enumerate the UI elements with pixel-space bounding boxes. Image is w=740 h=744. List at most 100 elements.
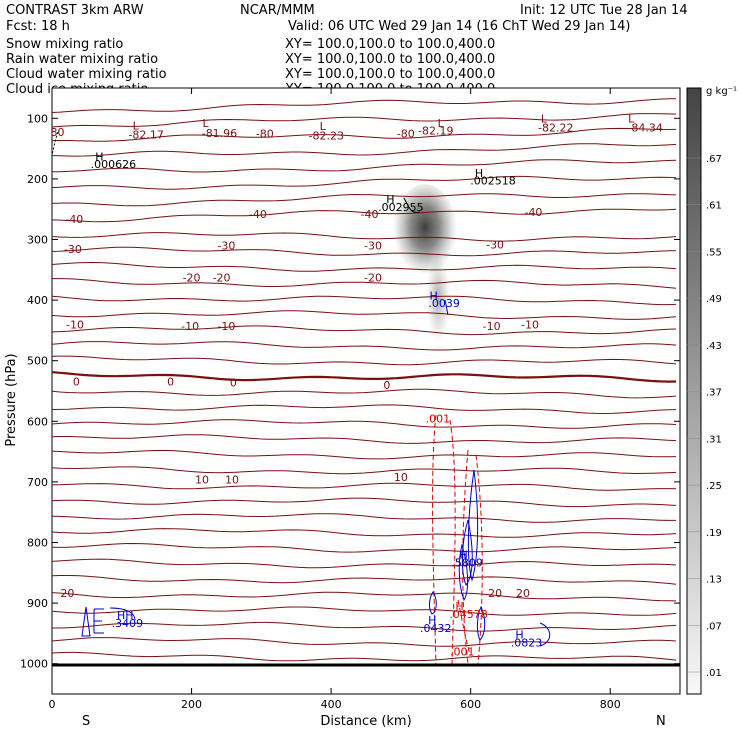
y-tick-label: 400 xyxy=(27,294,48,307)
isotherm-line xyxy=(52,371,677,383)
isotherm-line xyxy=(52,310,677,320)
isotherm-line xyxy=(52,341,677,351)
legend-name-cloud: Cloud water mixing ratio xyxy=(6,67,167,82)
isotherm-label: -40 xyxy=(524,206,542,219)
extremum-label: H xyxy=(430,289,438,302)
isotherm-line xyxy=(52,606,677,616)
isotherm-label: -10 xyxy=(521,318,539,331)
isotherm-line xyxy=(52,246,677,257)
isotherm-line xyxy=(52,355,677,366)
isotherm-line xyxy=(52,466,677,475)
y-tick-label: 600 xyxy=(27,415,48,428)
isotherm-line xyxy=(52,159,677,173)
extremum-label: H xyxy=(455,600,463,613)
isotherm-line xyxy=(52,113,677,128)
isotherm-line xyxy=(52,419,677,429)
isotherm-line xyxy=(52,295,677,306)
extremum-label: .001 xyxy=(450,646,475,659)
isotherm-line xyxy=(52,575,677,585)
x-end-label-south: S xyxy=(82,714,90,729)
isotherm-label: -40 xyxy=(249,208,267,221)
colorbar-level-label: .49 xyxy=(706,294,722,305)
colorbar: g kg⁻¹ .01 .07 .13 .19 .25 .31 .37 .43 .49 .55 .61… xyxy=(686,86,737,695)
extremum-label: .5809 xyxy=(451,556,483,569)
isotherm-label: 20 xyxy=(488,587,502,600)
isotherm-label: -82.23 xyxy=(308,129,343,142)
isotherm-line xyxy=(52,278,677,289)
isotherm-line xyxy=(52,513,676,523)
legend-name-rain: Rain water mixing ratio xyxy=(6,52,158,67)
isotherm-label: -82.17 xyxy=(128,129,163,142)
extremum-label: H xyxy=(515,629,523,642)
extremum-label: HH xyxy=(117,609,134,622)
isotherm-label: L xyxy=(438,117,445,130)
isotherm-line xyxy=(52,208,677,223)
isotherm-label: -10 xyxy=(66,318,84,331)
isotherm-line xyxy=(52,388,677,399)
extremum-label: .3409 xyxy=(112,617,144,630)
isotherm-label: -30 xyxy=(364,240,382,253)
isotherm-line xyxy=(52,591,677,602)
isotherm-line xyxy=(52,637,677,647)
isotherm-label: 20 xyxy=(60,587,74,600)
isotherm-label: 0 xyxy=(383,379,390,392)
isotherm-label: L xyxy=(202,117,209,130)
isotherm-line xyxy=(52,542,677,553)
isotherm-line xyxy=(52,193,677,207)
y-tick-label: 100 xyxy=(27,112,48,125)
x-tick-label: 200 xyxy=(181,698,202,711)
extremum-label: H xyxy=(460,549,468,562)
isotherm-label: 10 xyxy=(195,473,209,486)
isotherm-line xyxy=(52,651,677,662)
x-tick-label: 0 xyxy=(49,698,56,711)
extremum-label: .04578 xyxy=(449,608,488,621)
forecast-hour: Fcst: 18 h xyxy=(6,19,70,34)
extremum-label: H xyxy=(428,614,436,627)
x-end-label-north: N xyxy=(656,714,666,729)
colorbar-unit: g kg⁻¹ xyxy=(706,86,737,97)
isotherm-label: L xyxy=(541,112,548,125)
isotherm-line xyxy=(52,261,677,272)
snow-core xyxy=(393,184,457,280)
isotherm-line xyxy=(52,127,677,142)
isotherm-label: -82.22 xyxy=(538,121,573,134)
isotherm-line xyxy=(52,558,677,569)
extremum-label: H xyxy=(386,193,394,206)
isotherm-line xyxy=(52,232,677,242)
isotherm-label: L xyxy=(320,120,327,133)
isotherm-label: 10 xyxy=(394,471,408,484)
extremum-label: .0039 xyxy=(428,297,460,310)
isotherm-label: -30 xyxy=(217,240,235,253)
isotherm-line xyxy=(52,497,677,508)
legend-xy-snow: XY= 100.0,100.0 to 100.0,400.0 xyxy=(285,37,495,52)
y-tick-label: 300 xyxy=(27,234,48,247)
isotherm-label: -20 xyxy=(213,272,231,285)
colorbar-level-label: .37 xyxy=(706,388,722,399)
init-time: Init: 12 UTC Tue 28 Jan 14 xyxy=(520,3,688,18)
temperature-isotherms: -80 -82.17L-81.96L-80 -82.23L-80 -82.19L -82… xyxy=(52,98,677,662)
isotherm-line xyxy=(52,98,677,113)
x-tick-label: 400 xyxy=(321,698,342,711)
precip-contours xyxy=(52,131,551,665)
isotherm-label: -40 xyxy=(65,213,83,226)
isotherm-line xyxy=(52,434,677,444)
contour-annotations: H.000626H.002518H.002955H.0039.001H.5809… xyxy=(91,150,543,658)
colorbar-level-label: .67 xyxy=(706,154,722,165)
isotherm-label: 10 xyxy=(225,473,239,486)
isotherm-line xyxy=(52,528,677,538)
organization: NCAR/MMM xyxy=(240,3,315,18)
legend-xy-cloud: XY= 100.0,100.0 to 100.0,400.0 xyxy=(285,67,495,82)
plot-area xyxy=(51,87,681,695)
colorbar-level-label: .01 xyxy=(706,668,722,679)
x-axis: 0 200 400 600 800 xyxy=(49,88,621,711)
isotherm-label: -40 xyxy=(361,208,379,221)
isotherm-label: 0 xyxy=(73,375,80,388)
legend-name-snow: Snow mixing ratio xyxy=(6,37,123,52)
colorbar-level-label: .25 xyxy=(706,481,722,492)
legend-xy-rain: XY= 100.0,100.0 to 100.0,400.0 xyxy=(285,52,495,67)
extremum-label: .002518 xyxy=(470,175,516,188)
extremum-label: .001 xyxy=(426,412,451,425)
x-tick-label: 800 xyxy=(600,698,621,711)
snow-tail xyxy=(426,253,450,343)
